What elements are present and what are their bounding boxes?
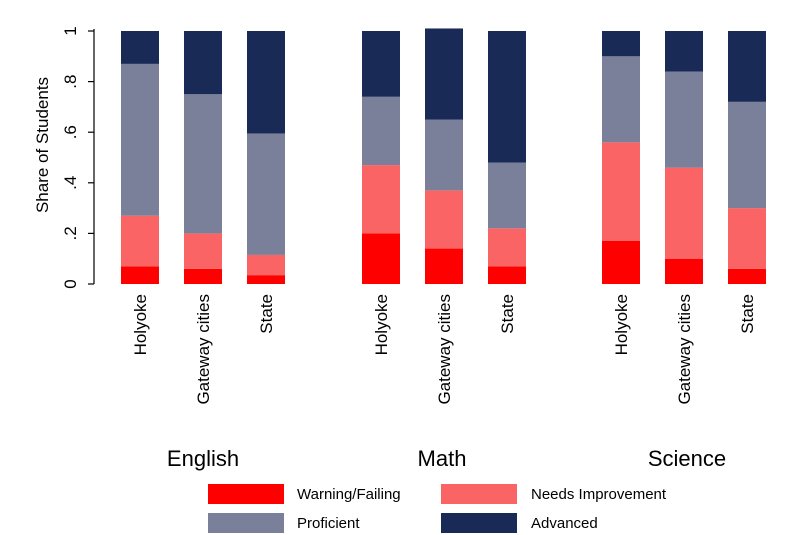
bar-segment-advanced	[665, 31, 703, 72]
legend-swatch	[208, 484, 284, 504]
category-label: Holyoke	[612, 294, 631, 355]
y-axis-title: Share of Students	[33, 77, 52, 213]
bar-segment-advanced	[184, 31, 222, 95]
bar-segment-proficient	[362, 96, 400, 166]
group-labels: English Math Science	[167, 446, 726, 471]
y-tick-label: .4	[61, 176, 80, 190]
bar-segment-advanced	[121, 31, 159, 64]
bar-segment-needs-improvement	[728, 208, 766, 269]
bar-segment-advanced	[425, 28, 463, 120]
bar-segment-warning-failing	[728, 268, 766, 284]
group-label: Math	[418, 446, 467, 471]
bar-segment-warning-failing	[184, 268, 222, 284]
category-labels: Holyoke Gateway cities State Holyoke Gateway…	[131, 294, 757, 405]
legend-label: Needs Improvement	[531, 486, 667, 503]
y-tick-label: 1	[61, 26, 80, 35]
bar-segment-advanced	[602, 31, 640, 57]
bar-segment-needs-improvement	[425, 190, 463, 249]
bar-segment-proficient	[425, 119, 463, 191]
legend-swatch	[441, 513, 517, 533]
category-label: Gateway cities	[435, 294, 454, 405]
y-tick-label: .8	[61, 75, 80, 89]
bar-segment-warning-failing	[425, 248, 463, 284]
bar-segment-warning-failing	[665, 258, 703, 284]
legend-label: Advanced	[531, 515, 598, 532]
bar-segment-proficient	[488, 162, 526, 229]
bar-segment-proficient	[184, 94, 222, 234]
bar-segment-needs-improvement	[184, 233, 222, 269]
group-label: English	[167, 446, 239, 471]
y-axis: 0 .2 .4 .6 .8 1	[61, 26, 95, 289]
y-tick-label: 0	[61, 279, 80, 288]
category-label: State	[498, 294, 517, 334]
bar-segment-warning-failing	[247, 275, 285, 284]
bar-segment-proficient	[602, 56, 640, 143]
bar-segment-proficient	[728, 101, 766, 209]
bar-segment-needs-improvement	[602, 142, 640, 241]
bar-segment-advanced	[247, 31, 285, 134]
bar-segment-proficient	[665, 71, 703, 168]
category-label: Gateway cities	[675, 294, 694, 405]
legend: Warning/Failing Needs Improvement Proficie…	[208, 484, 667, 533]
category-label: Holyoke	[372, 294, 391, 355]
legend-swatch	[208, 513, 284, 533]
bar-segment-advanced	[362, 31, 400, 97]
bar-segment-advanced	[488, 31, 526, 163]
y-tick-label: .2	[61, 226, 80, 240]
bar-segment-needs-improvement	[488, 228, 526, 267]
legend-label: Warning/Failing	[297, 486, 401, 503]
category-label: Gateway cities	[194, 294, 213, 405]
legend-swatch	[441, 484, 517, 504]
bar-segment-proficient	[121, 63, 159, 216]
category-label: State	[257, 294, 276, 334]
bar-segment-warning-failing	[602, 240, 640, 284]
bar-segment-advanced	[728, 31, 766, 102]
legend-label: Proficient	[297, 515, 360, 532]
category-label: State	[738, 294, 757, 334]
y-tick-label: .6	[61, 125, 80, 139]
bar-segment-needs-improvement	[247, 254, 285, 276]
bar-segment-needs-improvement	[362, 165, 400, 234]
bar-segment-warning-failing	[362, 233, 400, 284]
bar-segment-proficient	[247, 133, 285, 255]
bar-segment-warning-failing	[121, 266, 159, 284]
bars	[121, 28, 766, 284]
bar-segment-needs-improvement	[665, 167, 703, 259]
bar-segment-warning-failing	[488, 266, 526, 284]
category-label: Holyoke	[131, 294, 150, 355]
group-label: Science	[648, 446, 726, 471]
bar-segment-needs-improvement	[121, 215, 159, 267]
